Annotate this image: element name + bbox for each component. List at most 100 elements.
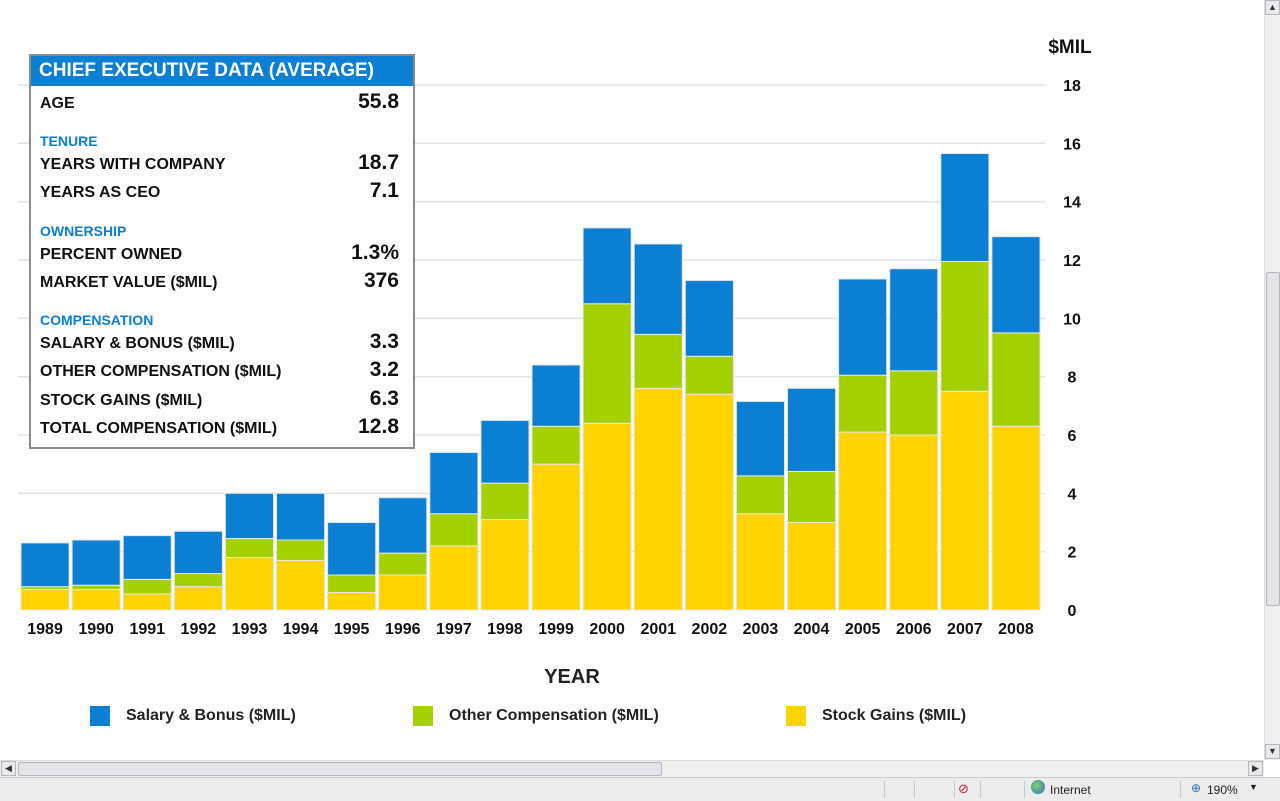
bar-segment xyxy=(480,519,530,611)
years-ceo-label: YEARS AS CEO xyxy=(40,184,161,201)
bar-segment xyxy=(122,535,172,580)
status-bar: ⊘ Internet ⊕ 190% ▼ xyxy=(0,777,1280,801)
vertical-scroll-thumb[interactable] xyxy=(1266,272,1280,606)
bar-segment xyxy=(276,492,326,541)
other-comp-value: 3.2 xyxy=(369,358,399,381)
panel-title: CHIEF EXECUTIVE DATA (AVERAGE) xyxy=(31,56,413,86)
bar-segment xyxy=(889,434,939,611)
bar-segment xyxy=(480,419,530,484)
age-label: AGE xyxy=(40,95,75,112)
scroll-up-button[interactable]: ▲ xyxy=(1265,0,1280,15)
x-tick-label: 1997 xyxy=(436,621,472,638)
bar-segment xyxy=(582,227,632,305)
y-tick-label: 14 xyxy=(1063,195,1081,212)
legend-label: Other Compensation ($MIL) xyxy=(449,707,659,724)
y-tick-label: 10 xyxy=(1063,311,1081,328)
total-comp-value: 12.8 xyxy=(358,415,399,438)
y-tick-label: 8 xyxy=(1068,370,1077,387)
market-value-value: 376 xyxy=(363,269,399,292)
bar-segment xyxy=(684,279,734,357)
scroll-right-button[interactable]: ▶ xyxy=(1248,761,1263,776)
bar-segment xyxy=(531,463,581,611)
bar-segment xyxy=(633,387,683,611)
bar-segment xyxy=(378,497,428,554)
bar-segment xyxy=(838,278,888,376)
bar-segment xyxy=(838,431,888,611)
salary-label: SALARY & BONUS ($MIL) xyxy=(40,335,235,352)
x-tick-label: 1995 xyxy=(334,621,370,638)
bar-segment xyxy=(276,539,326,561)
x-tick-label: 1993 xyxy=(232,621,268,638)
bar-segment xyxy=(173,573,223,588)
bar-segment xyxy=(787,387,837,472)
legend-item-other: Other Compensation ($MIL) xyxy=(413,706,659,726)
tenure-heading: TENURE xyxy=(40,133,98,149)
x-tick-label: 2004 xyxy=(794,621,830,638)
x-tick-label: 2007 xyxy=(947,621,983,638)
percent-owned-value: 1.3% xyxy=(351,241,399,264)
years-ceo-value: 7.1 xyxy=(369,179,399,202)
globe-icon xyxy=(1031,780,1045,794)
bar-segment xyxy=(735,475,786,515)
bar-segment xyxy=(735,400,786,477)
x-tick-label: 1989 xyxy=(27,621,63,638)
bar-segment xyxy=(480,482,530,521)
y-tick-label: 12 xyxy=(1063,253,1081,270)
bar-segment xyxy=(735,513,786,611)
market-value-label: MARKET VALUE ($MIL) xyxy=(40,274,218,291)
x-tick-label: 1998 xyxy=(487,621,523,638)
scroll-down-button[interactable]: ▼ xyxy=(1265,744,1280,759)
stock-gains-value: 6.3 xyxy=(369,387,399,410)
bar-segment xyxy=(991,425,1041,611)
bar-segment xyxy=(429,452,479,515)
bar-segment xyxy=(940,260,990,392)
horizontal-scrollbar[interactable]: ◀ ▶ xyxy=(0,760,1264,777)
bar-segment xyxy=(582,303,632,424)
bar-segment xyxy=(531,364,581,427)
horizontal-scroll-thumb[interactable] xyxy=(18,762,662,776)
bar-segment xyxy=(940,390,990,611)
x-tick-label: 2005 xyxy=(845,621,881,638)
bar-segment xyxy=(122,593,172,611)
bar-segment xyxy=(889,370,939,436)
x-tick-label: 1996 xyxy=(385,621,421,638)
stock-gains-label: STOCK GAINS ($MIL) xyxy=(40,392,203,409)
bar-segment xyxy=(838,374,888,433)
legend-swatch xyxy=(90,706,110,726)
bar-segment xyxy=(787,522,837,611)
bar-segment xyxy=(20,589,70,611)
x-axis-title: YEAR xyxy=(544,666,600,688)
privacy-blocked-icon[interactable]: ⊘ xyxy=(958,781,969,796)
bar-segment xyxy=(531,425,581,465)
bar-segment xyxy=(276,559,326,611)
stacked-bar-chart: 0 2 4 6 8 10 12 14 16 18 $MIL 1989 1990 1991 1992 1993 1… xyxy=(18,37,1092,688)
scroll-left-button[interactable]: ◀ xyxy=(1,761,16,776)
zoom-level[interactable]: 190% xyxy=(1207,783,1238,797)
bar-segment xyxy=(991,332,1041,427)
bar-segment xyxy=(429,513,479,547)
x-tick-label: 1999 xyxy=(538,621,574,638)
bar-segment xyxy=(378,552,428,576)
y-tick-label: 4 xyxy=(1068,486,1077,503)
bar-segment xyxy=(684,355,734,395)
bar-segment xyxy=(991,236,1041,334)
legend-swatch xyxy=(413,706,433,726)
y-tick-label: 2 xyxy=(1068,545,1077,562)
years-company-value: 18.7 xyxy=(358,151,399,174)
bar-segment xyxy=(71,539,121,586)
x-tick-label: 1991 xyxy=(129,621,165,638)
bar-segment xyxy=(633,243,683,335)
salary-value: 3.3 xyxy=(369,330,399,353)
age-value: 55.8 xyxy=(358,90,399,113)
bar-segment xyxy=(787,470,837,524)
x-tick-label: 2006 xyxy=(896,621,932,638)
x-tick-label: 2000 xyxy=(589,621,625,638)
vertical-scrollbar[interactable]: ▲ ▼ xyxy=(1264,0,1280,760)
legend-item-stock: Stock Gains ($MIL) xyxy=(786,706,966,726)
security-zone: Internet xyxy=(1050,783,1091,797)
legend-item-salary: Salary & Bonus ($MIL) xyxy=(90,706,296,726)
bar-segment xyxy=(378,574,428,611)
y-tick-label: 16 xyxy=(1063,136,1081,153)
zoom-icon[interactable]: ⊕ xyxy=(1191,781,1202,795)
zoom-dropdown-icon[interactable]: ▼ xyxy=(1249,782,1258,792)
